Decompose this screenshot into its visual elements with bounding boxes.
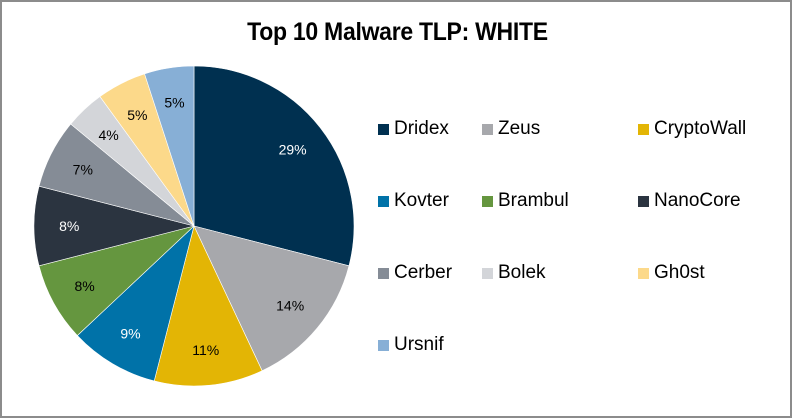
legend-swatch-icon — [378, 339, 389, 351]
legend-item-nanocore: NanoCore — [638, 190, 741, 212]
legend-label: Dridex — [394, 118, 449, 139]
legend-item-bolek: Bolek — [482, 262, 546, 284]
legend-item-cryptowall: CryptoWall — [638, 118, 746, 140]
legend-swatch-icon — [378, 123, 389, 135]
legend-swatch-icon — [482, 267, 493, 279]
legend-swatch-icon — [638, 123, 649, 135]
legend-label: Gh0st — [654, 262, 705, 283]
slice-label-zeus: 14% — [276, 298, 304, 314]
slice-label-nanocore: 8% — [59, 218, 79, 234]
legend-label: Zeus — [498, 118, 541, 139]
pie-slices — [33, 65, 355, 387]
legend-label: Ursnif — [394, 334, 444, 355]
legend-label: Kovter — [394, 190, 449, 211]
legend-swatch-icon — [638, 267, 649, 279]
legend-item-brambul: Brambul — [482, 190, 569, 212]
slice-label-dridex: 29% — [279, 142, 307, 158]
legend-item-dridex: Dridex — [378, 118, 449, 140]
legend-label: Cerber — [394, 262, 453, 283]
legend-item-zeus: Zeus — [482, 118, 540, 140]
pie-slice-dridex — [193, 65, 355, 267]
slice-label-gh0st: 5% — [127, 107, 147, 123]
pie-slice-ursnif — [144, 65, 195, 227]
slice-label-bolek: 4% — [98, 127, 118, 143]
legend-item-ursnif: Ursnif — [378, 334, 444, 356]
legend-label: Brambul — [498, 190, 569, 211]
pie-slice-kovter — [76, 225, 195, 382]
chart-title: Top 10 Malware TLP: WHITE — [247, 18, 548, 46]
legend-swatch-icon — [482, 195, 493, 207]
legend-swatch-icon — [638, 195, 649, 207]
pie-slice-cryptowall — [153, 225, 263, 387]
slice-label-brambul: 8% — [75, 278, 95, 294]
legend-item-kovter: Kovter — [378, 190, 449, 212]
legend-swatch-icon — [378, 195, 389, 207]
legend-item-cerber: Cerber — [378, 262, 452, 284]
legend-label: NanoCore — [654, 190, 741, 211]
slice-label-ursnif: 5% — [164, 95, 184, 111]
legend-label: Bolek — [498, 262, 546, 283]
legend-swatch-icon — [378, 267, 389, 279]
pie-slice-zeus — [193, 225, 350, 372]
legend-swatch-icon — [482, 123, 493, 135]
slice-label-cryptowall: 11% — [192, 342, 219, 358]
slice-label-cerber: 7% — [73, 161, 93, 177]
pie-slice-labels: 29% 14% 11% 9% 8% 8% 7% 4% 5% 5% — [59, 95, 307, 359]
legend-label: CryptoWall — [654, 118, 747, 139]
slice-label-kovter: 9% — [120, 325, 140, 341]
legend-item-gh0st: Gh0st — [638, 262, 705, 284]
